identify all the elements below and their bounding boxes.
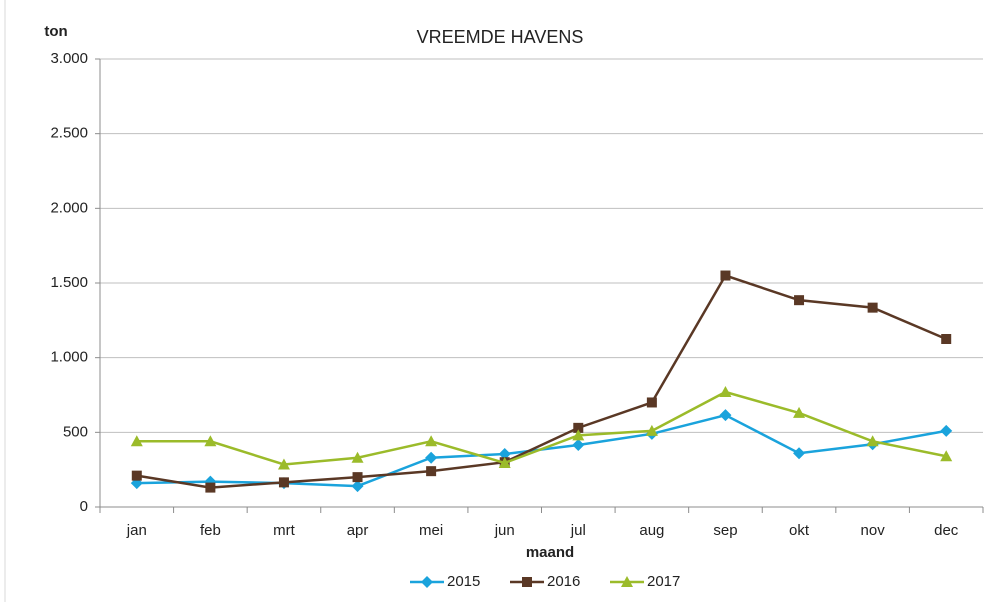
data-point (572, 439, 585, 452)
y-tick-label: 1.000 (50, 349, 88, 366)
chart-title: VREEMDE HAVENS (417, 27, 584, 47)
data-point (352, 472, 363, 483)
x-tick-label: dec (934, 522, 959, 539)
legend-label: 2016 (547, 573, 580, 590)
data-point (940, 424, 953, 437)
data-point (130, 435, 143, 447)
y-tick-label: 3.000 (50, 50, 88, 67)
data-point (940, 450, 953, 462)
series-line (136, 413, 947, 488)
x-tick-label: mei (419, 522, 443, 539)
legend-marker (621, 576, 633, 587)
data-point (719, 386, 732, 398)
data-point (572, 429, 585, 441)
y-tick-label: 2.000 (50, 199, 88, 216)
data-point (425, 451, 438, 464)
legend-marker (522, 577, 532, 587)
x-tick-label: nov (861, 522, 886, 539)
legend-marker (421, 576, 433, 588)
x-tick-label: jun (494, 522, 515, 539)
y-axis-label: ton (44, 23, 67, 40)
data-point (719, 409, 732, 422)
x-tick-label: apr (347, 522, 369, 539)
data-point (351, 480, 364, 493)
y-tick-label: 500 (63, 423, 88, 440)
x-tick-label: jan (126, 522, 147, 539)
x-tick-label: feb (200, 522, 221, 539)
data-point (351, 451, 364, 463)
x-axis-label: maand (526, 544, 574, 561)
data-point (425, 435, 438, 447)
legend-label: 2017 (647, 573, 680, 590)
data-point (866, 435, 879, 447)
x-tick-label: jul (570, 522, 586, 539)
data-point (793, 447, 806, 460)
data-point (941, 334, 952, 344)
series-line (136, 390, 947, 466)
data-point (867, 302, 878, 313)
data-point (793, 406, 806, 418)
y-tick-label: 0 (80, 498, 88, 515)
data-point (645, 424, 658, 436)
x-tick-label: mrt (273, 522, 295, 539)
data-point (278, 477, 289, 488)
data-point (277, 458, 290, 470)
series-line (136, 274, 947, 489)
data-point (498, 456, 511, 468)
data-point (646, 397, 657, 408)
data-point (426, 466, 437, 477)
data-point (573, 422, 584, 433)
legend-label: 2015 (447, 573, 480, 590)
x-tick-label: okt (789, 522, 810, 539)
data-point (204, 435, 217, 447)
x-tick-label: sep (713, 522, 737, 539)
data-point (205, 482, 216, 493)
data-point (794, 295, 805, 306)
data-point (131, 470, 142, 481)
x-tick-label: aug (639, 522, 664, 539)
data-point (720, 270, 731, 281)
data-point (498, 447, 511, 460)
y-tick-label: 1.500 (50, 274, 88, 291)
y-tick-label: 2.500 (50, 125, 88, 142)
